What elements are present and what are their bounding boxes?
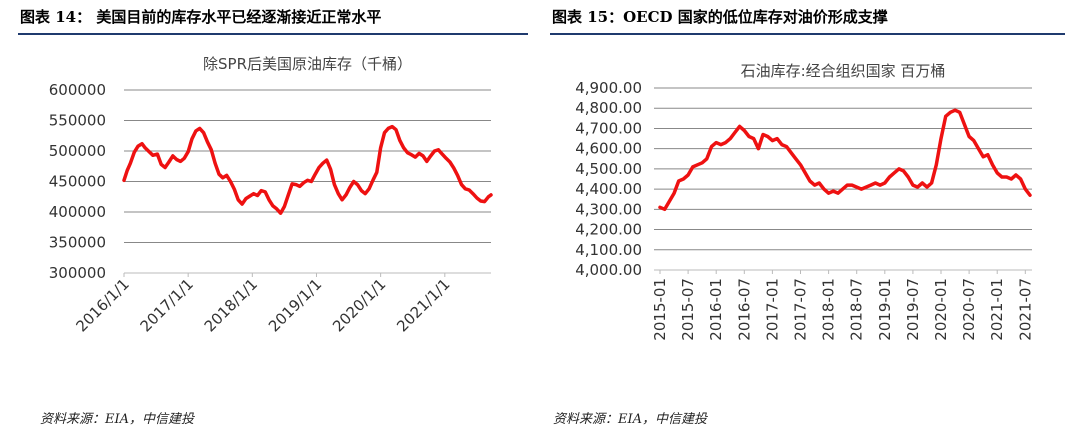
y-tick-label: 300000 — [49, 264, 106, 282]
x-tick-label: 2019/1/1 — [265, 275, 325, 335]
x-tick-label: 2017-01 — [763, 278, 781, 341]
y-tick-label: 4,900.00 — [575, 79, 642, 97]
x-tick-label: 2015-01 — [651, 278, 669, 341]
y-tick-label: 4,100.00 — [575, 241, 642, 259]
x-tick-label: 2018-07 — [848, 278, 866, 341]
x-tick-label: 2016-01 — [707, 278, 725, 341]
x-tick-label: 2021-01 — [988, 278, 1006, 341]
x-tick-label: 2020/1/1 — [329, 275, 389, 335]
series-line — [122, 124, 493, 215]
us-crude-inventory-chart: 除SPR后美国原油库存（千桶） 600000 550000 500000 450000 4… — [49, 55, 493, 335]
x-tick-label: 2021-07 — [1016, 278, 1034, 341]
chart-title: 除SPR后美国原油库存（千桶） — [203, 55, 412, 73]
x-tick-label: 2019-07 — [904, 278, 922, 341]
y-tick-label: 4,400.00 — [575, 180, 642, 198]
y-tick-label: 350000 — [49, 234, 106, 252]
y-tick-label: 4,500.00 — [575, 160, 642, 178]
chart-title: 石油库存:经合组织国家 百万桶 — [741, 62, 946, 80]
x-tick-label: 2017/1/1 — [137, 275, 197, 335]
x-tick-label: 2016/1/1 — [72, 275, 132, 335]
series-line — [658, 108, 1032, 212]
x-tick-label: 2017-07 — [792, 278, 810, 341]
x-tick-label: 2018/1/1 — [201, 275, 261, 335]
title-divider-right — [550, 33, 1065, 35]
figure-14-title: 图表 14： 美国目前的库存水平已经逐渐接近正常水平 — [20, 8, 382, 26]
x-tick-label: 2016-07 — [735, 278, 753, 341]
y-tick-label: 600000 — [49, 81, 106, 99]
y-tick-label: 4,200.00 — [575, 221, 642, 239]
source-note-right: 资料来源：EIA，中信建投 — [553, 412, 708, 427]
x-tick-label: 2019-01 — [876, 278, 894, 341]
y-tick-label: 4,000.00 — [575, 261, 642, 279]
source-note-left: 资料来源：EIA，中信建投 — [40, 412, 195, 427]
x-tick-label: 2021/1/1 — [393, 275, 453, 335]
y-tick-label: 4,800.00 — [575, 99, 642, 117]
x-tick-label: 2020-01 — [932, 278, 950, 341]
y-tick-label: 400000 — [49, 203, 106, 221]
y-tick-label: 4,600.00 — [575, 140, 642, 158]
title-divider-left — [18, 33, 528, 35]
y-tick-label: 4,700.00 — [575, 119, 642, 137]
x-tick-label: 2015-07 — [679, 278, 697, 341]
y-tick-label: 500000 — [49, 142, 106, 160]
y-tick-label: 4,300.00 — [575, 200, 642, 218]
y-tick-label: 450000 — [49, 173, 106, 191]
oecd-oil-inventory-chart: 石油库存:经合组织国家 百万桶 4,900.00 4,800.00 4,700.00 4… — [575, 62, 1034, 341]
y-tick-label: 550000 — [49, 112, 106, 130]
figure-15-title: 图表 15：OECD 国家的低位库存对油价形成支撑 — [552, 8, 888, 26]
x-tick-label: 2018-01 — [820, 278, 838, 341]
x-tick-label: 2020-07 — [960, 278, 978, 341]
